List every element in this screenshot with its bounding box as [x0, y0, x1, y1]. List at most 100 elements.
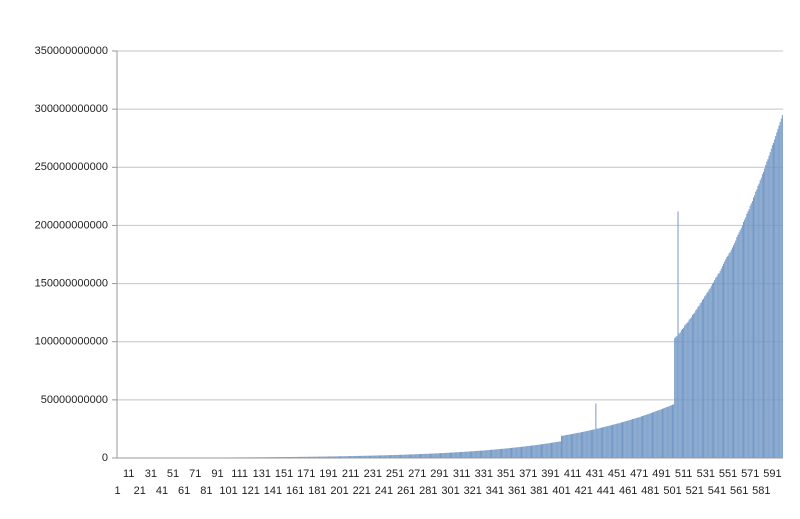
bar	[438, 453, 439, 458]
bar	[535, 445, 536, 458]
bar	[658, 410, 659, 458]
bar	[723, 264, 724, 458]
bar	[554, 442, 555, 458]
bar	[484, 450, 485, 458]
bar	[726, 257, 727, 458]
bar	[714, 280, 715, 458]
x-tick-label: 521	[686, 485, 704, 497]
bar	[620, 423, 621, 458]
bar	[467, 452, 468, 458]
bar	[577, 433, 578, 458]
x-tick-label: 321	[464, 485, 482, 497]
bar	[718, 274, 719, 458]
x-tick-label: 311	[453, 468, 471, 480]
bar	[700, 303, 701, 458]
x-tick-label: 271	[408, 468, 426, 480]
bar	[735, 241, 736, 458]
x-tick-label: 411	[564, 468, 582, 480]
bar	[567, 435, 568, 458]
bar	[544, 444, 545, 458]
bar	[593, 430, 594, 458]
bar	[481, 451, 482, 458]
bar	[715, 278, 716, 458]
bar	[543, 444, 544, 458]
bar	[519, 447, 520, 458]
bar	[761, 178, 762, 458]
x-tick-label: 71	[189, 468, 201, 480]
x-tick-label: 171	[297, 468, 315, 480]
bar	[499, 449, 500, 458]
bar	[585, 431, 586, 458]
x-tick-label: 561	[730, 485, 748, 497]
bar	[458, 452, 459, 458]
bar	[605, 427, 606, 458]
bar	[592, 430, 593, 458]
bars	[117, 115, 783, 458]
bar	[584, 431, 585, 458]
x-tick-label: 61	[178, 485, 190, 497]
bar	[411, 454, 412, 458]
bar	[450, 453, 451, 458]
bar	[688, 322, 689, 458]
bar	[424, 454, 425, 458]
bar	[452, 453, 453, 458]
bar	[525, 446, 526, 458]
x-tick-label: 291	[430, 468, 448, 480]
bar	[421, 454, 422, 458]
x-tick-label: 361	[508, 485, 526, 497]
bar	[645, 415, 646, 458]
bar	[404, 455, 405, 458]
bar	[449, 453, 450, 458]
bar	[564, 435, 565, 458]
bar	[434, 453, 435, 458]
bar	[629, 420, 630, 458]
x-tick-label: 461	[619, 485, 637, 497]
bar	[538, 445, 539, 458]
bar	[652, 413, 653, 458]
bar	[530, 446, 531, 458]
x-tick-label: 281	[419, 485, 437, 497]
bar	[509, 448, 510, 458]
bar	[489, 450, 490, 458]
bar	[638, 418, 639, 458]
bar	[430, 454, 431, 458]
x-tick-label: 241	[375, 485, 393, 497]
bar	[496, 449, 497, 458]
bar	[598, 428, 599, 458]
x-tick-label: 511	[675, 468, 693, 480]
x-tick-label: 21	[134, 485, 146, 497]
bar	[590, 430, 591, 458]
x-tick-label: 151	[275, 468, 293, 480]
bar	[501, 449, 502, 458]
bar	[668, 407, 669, 458]
bar	[518, 447, 519, 458]
bar	[432, 454, 433, 458]
x-tick-label: 441	[597, 485, 615, 497]
bar	[502, 449, 503, 458]
bar	[607, 426, 608, 458]
bar	[422, 454, 423, 458]
bar	[589, 430, 590, 458]
x-tick-label: 301	[441, 485, 459, 497]
bar	[618, 423, 619, 458]
y-tick-label: 350000000000	[35, 45, 108, 57]
bar	[669, 406, 670, 458]
bar	[488, 450, 489, 458]
bar	[512, 448, 513, 458]
bar	[447, 453, 448, 458]
y-tick-label: 50000000000	[41, 394, 108, 406]
bar	[636, 418, 637, 458]
bar	[601, 428, 602, 458]
bar	[531, 446, 532, 458]
bar	[602, 427, 603, 458]
bar	[686, 323, 687, 458]
bar	[418, 454, 419, 458]
bar	[773, 143, 774, 458]
bar	[617, 424, 618, 458]
x-tick-label: 421	[575, 485, 593, 497]
bar	[734, 243, 735, 458]
bar	[610, 425, 611, 458]
bar	[641, 416, 642, 458]
bar	[749, 209, 750, 458]
x-tick-label: 201	[330, 485, 348, 497]
